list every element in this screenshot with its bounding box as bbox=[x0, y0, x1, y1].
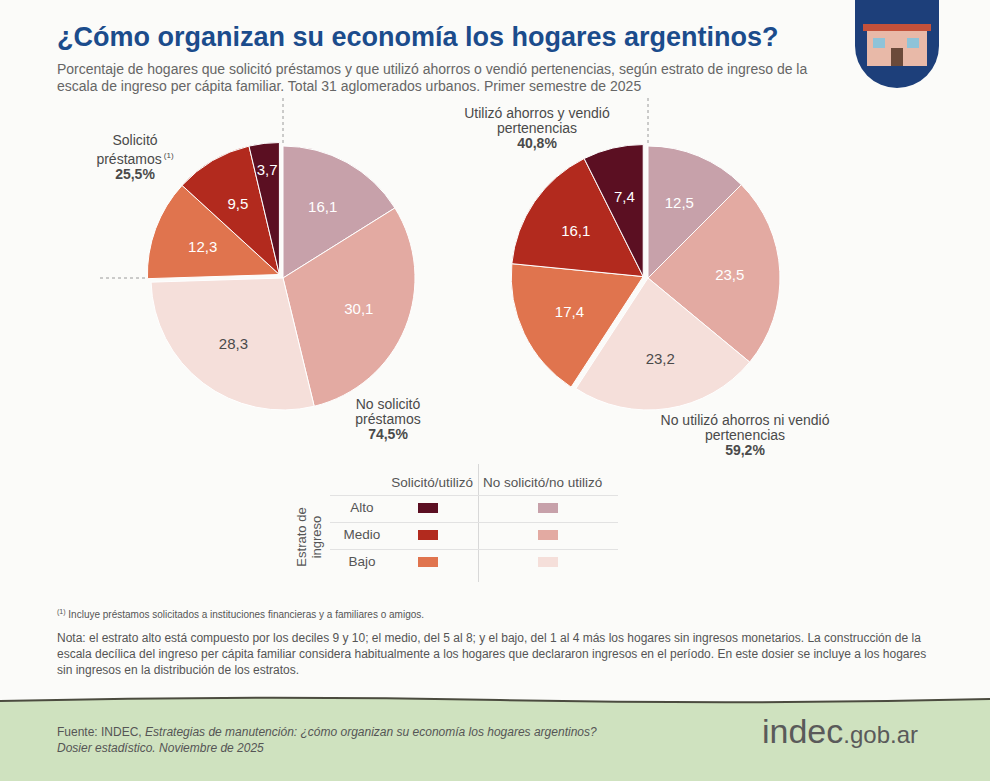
html-text:Estrato de ingreso: Estrato de ingreso bbox=[294, 507, 324, 567]
svg-text:12,5: 12,5 bbox=[665, 194, 694, 211]
html-text:Dosier estadístico. Noviembre: Dosier estadístico. Noviembre de 2025 bbox=[57, 741, 264, 755]
svg-text:23,5: 23,5 bbox=[715, 266, 744, 283]
html-text:No solicitó préstamos: No solicitó préstamos bbox=[355, 396, 421, 427]
html-text:Porcentaje de hogares que soli: Porcentaje de hogares que solicitó prést… bbox=[57, 61, 808, 94]
svg-text:23,2: 23,2 bbox=[646, 350, 675, 367]
svg-text:28,3: 28,3 bbox=[219, 335, 248, 352]
html-text:Solicitó/utilizó: Solicitó/utilizó bbox=[391, 475, 473, 490]
html-text:Solicitó préstamos(1): Solicitó préstamos(1) bbox=[96, 132, 174, 167]
html-text:Bajo: Bajo bbox=[348, 554, 376, 569]
html-text:Alto: Alto bbox=[350, 500, 374, 515]
html-text:Nota: el estrato alto está com: Nota: el estrato alto está compuesto por… bbox=[57, 631, 927, 677]
html-text:Fuente: INDEC, Estrategias de: Fuente: INDEC, Estrategias de manutenció… bbox=[57, 725, 597, 739]
html-text:indec.gob.ar: indec.gob.ar bbox=[762, 712, 918, 750]
html-text:No utilizó ahorros ni vendió p: No utilizó ahorros ni vendió pertenencia… bbox=[660, 412, 830, 443]
html-text:No solicitó/no utilizó: No solicitó/no utilizó bbox=[483, 475, 603, 490]
html-text:40,8%: 40,8% bbox=[517, 135, 557, 151]
svg-text:3,7: 3,7 bbox=[257, 161, 278, 178]
svg-text:12,3: 12,3 bbox=[188, 238, 217, 255]
html-text:59,2%: 59,2% bbox=[725, 442, 765, 458]
svg-text:7,4: 7,4 bbox=[614, 188, 635, 205]
html-text:(1) Incluye préstamos solicita: (1) Incluye préstamos solicitados a inst… bbox=[57, 608, 425, 621]
svg-text:16,1: 16,1 bbox=[308, 198, 337, 215]
svg-text:16,1: 16,1 bbox=[561, 222, 590, 239]
html-text:¿Cómo organizan su economía lo: ¿Cómo organizan su economía los hogares … bbox=[57, 22, 779, 52]
html-text:Medio: Medio bbox=[343, 527, 381, 542]
svg-text:17,4: 17,4 bbox=[555, 303, 584, 320]
svg-text:30,1: 30,1 bbox=[344, 300, 373, 317]
html-text:74,5%: 74,5% bbox=[368, 426, 408, 442]
svg-text:9,5: 9,5 bbox=[228, 195, 249, 212]
html-text:Utilizó ahorros y vendió perte: Utilizó ahorros y vendió pertenencias bbox=[464, 105, 610, 136]
html-text:25,5%: 25,5% bbox=[115, 165, 155, 182]
